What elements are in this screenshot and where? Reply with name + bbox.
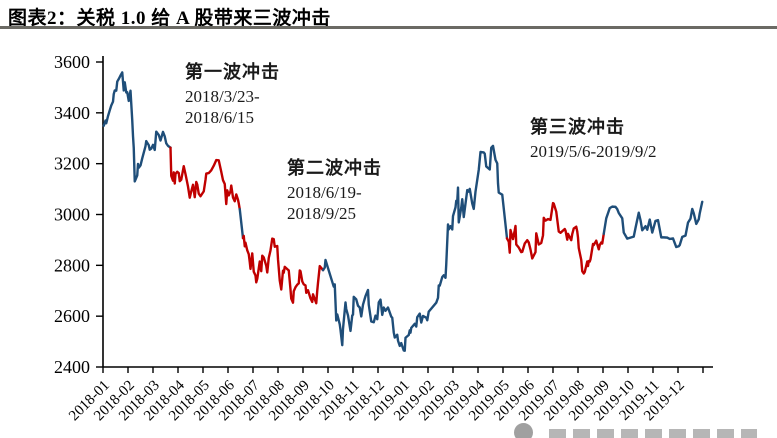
y-tick-label: 2400	[54, 357, 90, 377]
index-line-shock-segment	[505, 201, 605, 275]
y-tick-label: 3600	[54, 52, 90, 72]
annotation-wave3-title: 第三波冲击	[530, 117, 625, 137]
annotation-wave1-date-end: 2018/6/15	[185, 108, 254, 127]
annotation-wave1: 第一波冲击 2018/3/23- 2018/6/15	[185, 62, 280, 128]
y-tick-label: 2800	[54, 255, 90, 275]
figure-title: 图表2：关税 1.0 给 A 股带来三波冲击	[8, 8, 331, 29]
index-line-segment	[602, 200, 704, 249]
annotation-wave1-title: 第一波冲击	[185, 62, 280, 82]
y-tick-label: 3400	[54, 103, 90, 123]
y-tick-label: 3000	[54, 205, 90, 225]
annotation-wave2-date-end: 2018/9/25	[287, 204, 356, 223]
annotation-wave3: 第三波冲击 2019/5/6-2019/9/2	[530, 117, 657, 162]
y-tick-label: 3200	[54, 154, 90, 174]
index-line-shock-segment	[241, 234, 325, 305]
title-divider	[0, 26, 777, 29]
annotation-wave3-dates: 2019/5/6-2019/9/2	[530, 142, 657, 161]
index-line-segment	[238, 207, 245, 240]
annotation-wave2-title: 第二波冲击	[287, 158, 382, 178]
index-line-segment	[102, 71, 172, 183]
annotation-wave2-date-start: 2018/6/19-	[287, 183, 362, 202]
index-line-shock-segment	[169, 146, 241, 211]
annotation-wave1-date-start: 2018/3/23-	[185, 87, 260, 106]
y-tick-label: 2600	[54, 306, 90, 326]
index-line-segment	[321, 144, 509, 352]
annotation-wave2: 第二波冲击 2018/6/19- 2018/9/25	[287, 158, 382, 224]
